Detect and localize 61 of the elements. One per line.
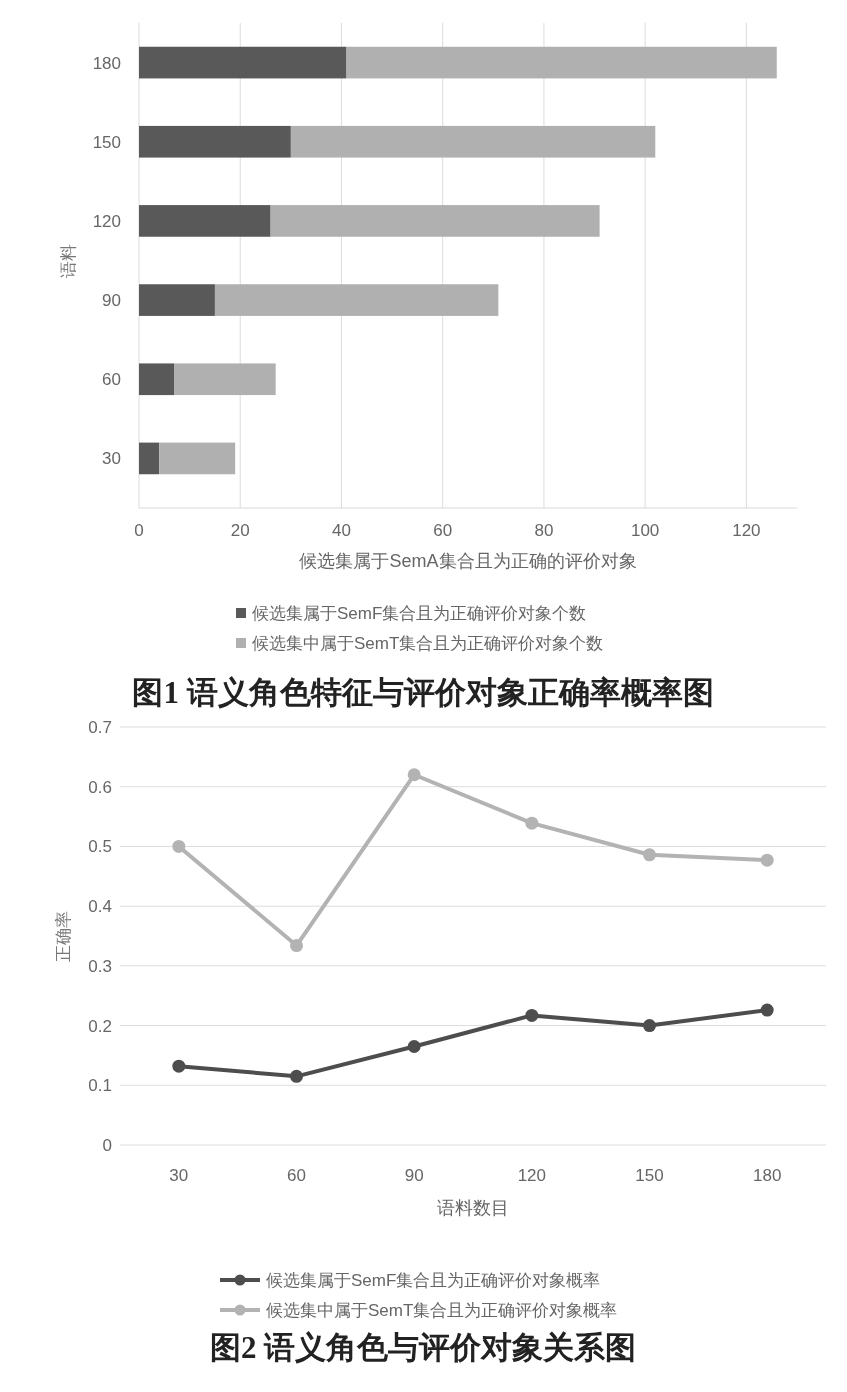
point [172,1059,186,1073]
point [643,848,656,862]
legend-label: 候选集中属于SemT集合且为正确评价对象概率 [266,1300,618,1320]
x-axis-title: 语料数目 [437,1198,509,1219]
bar [139,442,160,475]
legend-label: 候选集中属于SemT集合且为正确评价对象个数 [252,633,604,653]
bar [214,284,499,316]
y-tick-label: 0.6 [88,777,112,797]
bar [139,363,175,396]
point [525,816,539,830]
y-tick-label: 30 [102,449,121,469]
x-tick-label: 100 [630,520,660,540]
point [172,839,186,853]
point [290,1069,303,1083]
x-tick-label: 20 [230,520,250,540]
bar [346,46,777,79]
x-tick-label: 60 [433,520,453,540]
x-tick-label: 180 [752,1165,782,1185]
x-tick-label: 120 [517,1165,547,1185]
y-tick-label: 0.4 [88,897,112,917]
x-tick-label: 80 [534,520,554,540]
y-tick-label: 0.7 [88,717,112,737]
bar [174,363,276,396]
point [760,1003,774,1017]
x-tick-label: 120 [732,520,761,540]
point [407,1039,421,1053]
y-tick-label: 120 [92,211,121,231]
point [760,853,774,867]
y-tick-label: 90 [102,291,121,311]
y-tick-label: 0.3 [88,956,112,976]
x-tick-label: 30 [169,1165,189,1185]
point [290,939,303,953]
bar [139,205,271,237]
y-tick-label: 180 [92,53,121,73]
bar [139,46,347,79]
point [643,1019,656,1033]
y-tick-label: 0.5 [88,837,112,857]
x-tick-label: 60 [287,1165,306,1185]
bar [159,442,236,475]
y-tick-label: 0 [102,1135,112,1155]
x-tick-label: 90 [404,1165,424,1185]
y-axis-title: 语料 [58,243,78,278]
y-tick-label: 150 [92,132,121,152]
legend-label: 候选集属于SemF集合且为正确评价对象概率 [266,1270,601,1290]
bar [139,125,291,158]
y-axis-title: 正确率 [53,910,73,962]
point [407,768,421,782]
y-tick-label: 0.1 [88,1076,112,1096]
y-tick-label: 0.2 [88,1016,112,1036]
x-tick-label: 150 [635,1165,664,1185]
x-axis-title: 候选集属于SemA集合且为正确的评价对象 [299,551,637,572]
legend-label: 候选集属于SemF集合且为正确评价对象个数 [252,603,587,623]
bar [139,284,215,316]
point [525,1008,539,1022]
y-tick-label: 60 [102,370,121,390]
x-tick-label: 40 [332,520,351,540]
bar [290,125,656,158]
text: 图1 语义角色特征与评价对象正确率概率图 [132,675,714,710]
x-tick-label: 0 [134,520,144,540]
bar [270,205,600,237]
text: 图2 语义角色与评价对象关系图 [209,1330,637,1365]
